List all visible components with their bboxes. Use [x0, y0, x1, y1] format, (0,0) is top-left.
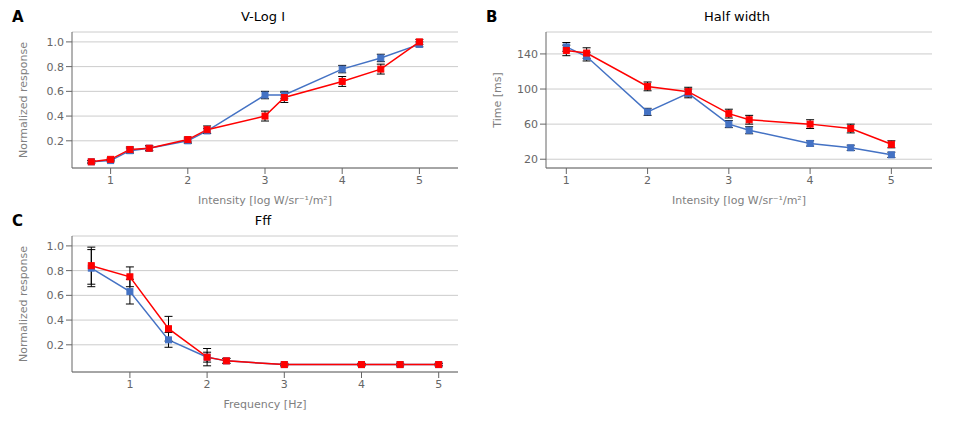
- svg-text:0.2: 0.2: [47, 135, 65, 148]
- svg-text:Frequency [Hz]: Frequency [Hz]: [224, 398, 307, 411]
- svg-text:0.8: 0.8: [47, 265, 65, 278]
- svg-text:Intensity [log W/sr⁻¹/m²]: Intensity [log W/sr⁻¹/m²]: [198, 194, 332, 207]
- html-text:Half width: Half width: [704, 9, 770, 24]
- svg-text:0.8: 0.8: [47, 61, 65, 74]
- svg-text:0.4: 0.4: [47, 314, 65, 327]
- svg-text:4: 4: [339, 174, 346, 187]
- svg-text:1.0: 1.0: [47, 36, 65, 49]
- svg-text:5: 5: [888, 174, 895, 187]
- svg-text:Time [ms]: Time [ms]: [491, 72, 504, 128]
- svg-text:2: 2: [644, 174, 651, 187]
- svg-text:2: 2: [184, 174, 191, 187]
- svg-text:4: 4: [358, 378, 365, 391]
- svg-text:20: 20: [524, 153, 538, 166]
- svg-text:3: 3: [725, 174, 732, 187]
- svg-text:Normalized response: Normalized response: [17, 42, 30, 158]
- svg-text:3: 3: [262, 174, 269, 187]
- svg-text:0.6: 0.6: [47, 85, 65, 98]
- svg-text:Intensity [log W/sr⁻¹/m²]: Intensity [log W/sr⁻¹/m²]: [672, 194, 806, 207]
- svg-text:0.6: 0.6: [47, 289, 65, 302]
- svg-text:Normalized response: Normalized response: [17, 246, 30, 362]
- svg-text:5: 5: [416, 174, 423, 187]
- svg-text:0.2: 0.2: [47, 339, 65, 352]
- svg-text:0.4: 0.4: [47, 110, 65, 123]
- svg-text:60: 60: [524, 118, 538, 131]
- svg-text:1: 1: [563, 174, 570, 187]
- html-text:Fff: Fff: [254, 213, 272, 228]
- svg-text:140: 140: [517, 48, 538, 61]
- svg-text:1: 1: [107, 174, 114, 187]
- svg-text:1: 1: [126, 378, 133, 391]
- svg-text:3: 3: [281, 378, 288, 391]
- svg-text:100: 100: [517, 83, 538, 96]
- svg-text:1.0: 1.0: [47, 240, 65, 253]
- html-text:C: C: [12, 212, 23, 230]
- svg-text:4: 4: [807, 174, 814, 187]
- html-text:B: B: [486, 8, 498, 26]
- svg-text:2: 2: [204, 378, 211, 391]
- html-text:A: A: [12, 8, 24, 26]
- html-text:V-Log I: V-Log I: [241, 9, 285, 24]
- svg-text:5: 5: [435, 378, 442, 391]
